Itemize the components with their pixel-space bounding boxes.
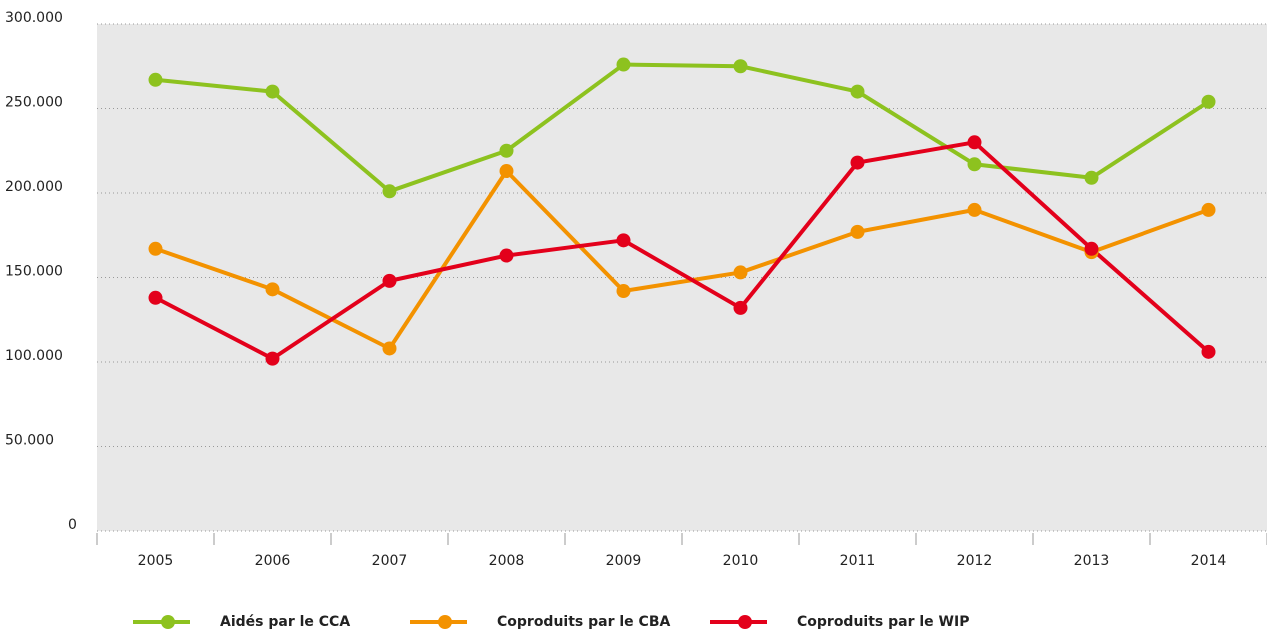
legend-label: Coproduits par le WIP (797, 614, 969, 630)
legend-marker (438, 615, 452, 629)
series-line (154, 140, 1210, 361)
point (148, 241, 163, 256)
point (733, 59, 748, 74)
legend-label: Coproduits par le CBA (497, 614, 670, 630)
point (382, 341, 397, 356)
point (967, 157, 982, 172)
point (733, 300, 748, 315)
legend-marker (161, 615, 175, 629)
y-tick-label: 250.000 (5, 95, 63, 111)
x-tick-label: 2005 (138, 553, 174, 569)
y-tick-label: 200.000 (5, 179, 63, 195)
point (382, 184, 397, 199)
point (148, 290, 163, 305)
legend-label: Aidés par le CCA (220, 614, 350, 630)
y-tick-label: 100.000 (5, 348, 63, 364)
legend-marker (738, 615, 752, 629)
y-tick-label: 150.000 (5, 264, 63, 280)
x-tick-label: 2014 (1191, 553, 1227, 569)
point (733, 265, 748, 280)
x-tick-label: 2010 (723, 553, 759, 569)
y-tick-label: 300.000 (5, 10, 63, 26)
point (499, 143, 514, 158)
point (499, 164, 514, 179)
point (850, 84, 865, 99)
point (967, 135, 982, 150)
point (1084, 170, 1099, 185)
point (1201, 344, 1216, 359)
point (1201, 202, 1216, 217)
point (265, 84, 280, 99)
x-tick-label: 2006 (255, 553, 291, 569)
x-tick-label: 2009 (606, 553, 642, 569)
point (967, 202, 982, 217)
point (1084, 241, 1099, 256)
point (850, 224, 865, 239)
point (265, 351, 280, 366)
x-tick-label: 2008 (489, 553, 525, 569)
point (616, 57, 631, 72)
point (148, 72, 163, 87)
y-tick-label: 50.000 (5, 433, 54, 449)
point (265, 282, 280, 297)
x-tick-label: 2007 (372, 553, 408, 569)
x-tick-label: 2012 (957, 553, 993, 569)
point (382, 273, 397, 288)
point (850, 155, 865, 170)
y-tick-label: 0 (68, 517, 77, 533)
point (1201, 94, 1216, 109)
series-line (155, 62, 1210, 194)
point (616, 284, 631, 299)
point (499, 248, 514, 263)
x-tick-label: 2011 (840, 553, 876, 569)
x-tick-label: 2013 (1074, 553, 1110, 569)
point (616, 233, 631, 248)
